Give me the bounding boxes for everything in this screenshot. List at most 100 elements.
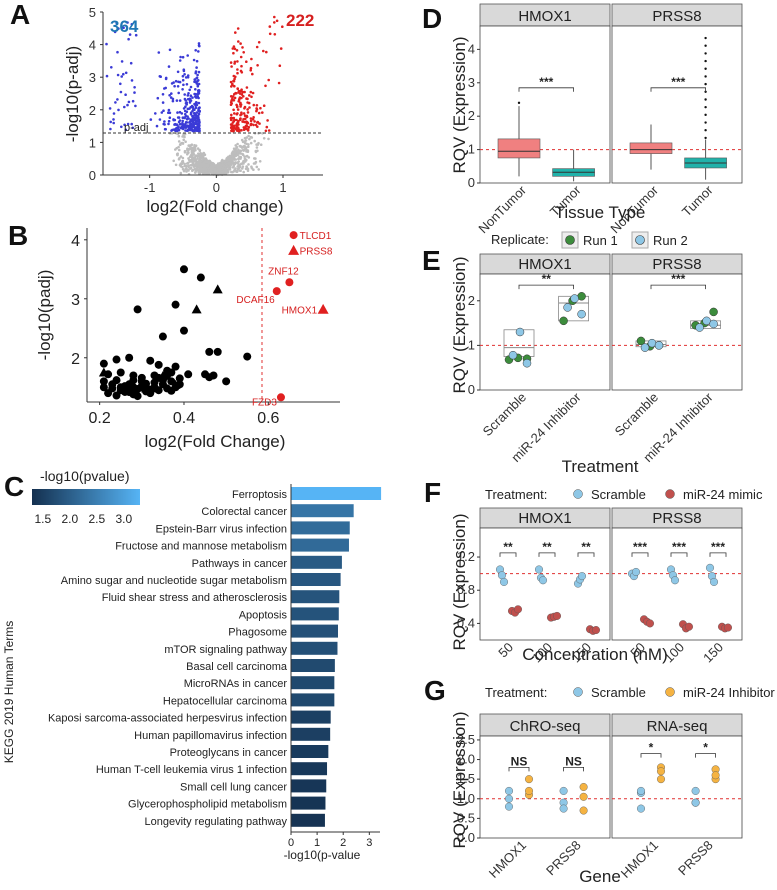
scatter-b-point (158, 332, 167, 341)
group-label: NonTumor (475, 182, 529, 236)
volcano-point-ns (188, 144, 192, 147)
volcano-point-ns (248, 137, 251, 141)
volcano-point-ns (236, 142, 239, 146)
volcano-point-ns (185, 170, 188, 173)
volcano-point-down (120, 75, 123, 78)
kegg-term-label: Small cell lung cancer (180, 781, 287, 793)
volcano-point-up (233, 112, 236, 115)
scatter-b-labeled-point (285, 278, 294, 287)
volcano-point-ns (183, 164, 186, 168)
volcano-x-tick-label: -1 (144, 180, 156, 195)
scatter-b-point (146, 356, 155, 365)
volcano-point-down (174, 122, 177, 126)
volcano-point-up (236, 108, 240, 111)
volcano-point-ns (181, 167, 185, 171)
kegg-bar (291, 762, 328, 776)
y-tick-label: 0.4 (457, 615, 475, 630)
scramble-point (505, 786, 514, 795)
volcano-point-up (234, 75, 237, 79)
volcano-point-down (177, 91, 180, 95)
kegg-legend-tick-label: 1.5 (34, 512, 51, 526)
kegg-bar (291, 796, 326, 810)
volcano-point-down (189, 126, 193, 129)
scatter-b-y-tick-label: 4 (71, 233, 80, 250)
volcano-point-ns (241, 165, 245, 168)
volcano-point-down (131, 99, 135, 103)
volcano-point-down (198, 106, 201, 110)
kegg-bar (291, 573, 341, 586)
volcano-point-ns (229, 158, 232, 161)
volcano-point-down (129, 61, 133, 65)
volcano-point-up (253, 120, 256, 123)
volcano-x-tick-label: 0 (213, 180, 220, 195)
kegg-term-label: Epstein-Barr virus infection (156, 523, 287, 535)
volcano-point-down (184, 76, 188, 79)
volcano-point-down (133, 86, 136, 89)
facet-strip-label: HMOX1 (518, 510, 571, 527)
volcano-point-ns (198, 149, 202, 153)
kegg-term-label: Proteoglycans in cancer (170, 747, 288, 759)
volcano-point-down (184, 105, 187, 108)
scatter-b-gene-label: PRSS8 (300, 246, 333, 257)
volcano-point-down (197, 89, 201, 93)
scatter-b-gene-label: HMOX1 (282, 305, 318, 316)
volcano-point-down (194, 95, 197, 98)
volcano-point-ns (243, 136, 247, 140)
volcano-point-up (265, 50, 268, 54)
volcano-point-ns (214, 164, 217, 168)
volcano-point-down (120, 125, 123, 129)
volcano-point-up (230, 99, 233, 102)
significance-bracket (640, 753, 662, 758)
volcano-point-ns (239, 149, 242, 153)
legend-item-label: Run 1 (583, 233, 618, 248)
volcano-point-down (184, 99, 187, 102)
group-label: Scramble (612, 390, 661, 439)
panel-label-g: G (424, 675, 446, 706)
volcano-point-ns (186, 147, 189, 150)
panel-f-mimic: F Treatment: Scramble miR-24 mimic HMOX1 P… (424, 477, 763, 665)
scramble-point (706, 563, 715, 572)
legend-item-label: Scramble (591, 487, 646, 502)
volcano-point-up (232, 124, 235, 128)
volcano-point-ns (179, 171, 183, 175)
significance-bracket (518, 87, 574, 92)
volcano-point-ns (188, 147, 191, 151)
volcano-point-down (176, 85, 180, 88)
y-tick-label: 0.5 (457, 810, 475, 825)
volcano-point-ns (188, 155, 192, 159)
volcano-point-down (193, 80, 196, 84)
volcano-point-down (173, 84, 176, 88)
volcano-point-ns (235, 150, 239, 153)
group-label: PRSS8 (543, 838, 584, 879)
facet-strip-label: PRSS8 (652, 256, 701, 273)
volcano-point-down (128, 33, 132, 36)
volcano-point-ns (255, 143, 258, 146)
volcano-point-down (190, 105, 193, 109)
volcano-point-down (161, 101, 165, 104)
scatter-b-point (213, 347, 222, 356)
volcano-point-ns (234, 167, 237, 170)
volcano-point-ns (243, 157, 247, 160)
panel-g-facets: ChRO-seq RNA-seq NS HMOX1 NS PRSS8 * HMOX1 * PRSS… (479, 713, 743, 881)
kegg-x-tick-label: 2 (340, 837, 346, 849)
volcano-point-down (171, 97, 175, 101)
kegg-x-tick-label: 3 (366, 837, 372, 849)
volcano-point-ns (232, 157, 236, 161)
volcano-point-down (109, 127, 112, 131)
kegg-bar (291, 813, 325, 827)
volcano-point-ns (195, 166, 199, 170)
kegg-term-label: Human T-cell leukemia virus 1 infection (96, 764, 287, 776)
volcano-point-down (193, 108, 196, 111)
volcano-point-down (182, 83, 185, 87)
volcano-point-ns (207, 169, 210, 172)
kegg-term-label: Glycerophospholipid metabolism (128, 799, 287, 811)
volcano-point-ns (170, 132, 174, 135)
panel-e-y-ticks: 0 1 2 (468, 293, 480, 397)
volcano-point-up (232, 79, 235, 83)
volcano-point-ns (240, 138, 244, 142)
volcano-point-down (184, 101, 188, 105)
panel-g-seq: G Treatment: Scramble miR-24 Inhibitor Ch… (424, 675, 775, 886)
scatter-b-point (167, 368, 176, 377)
